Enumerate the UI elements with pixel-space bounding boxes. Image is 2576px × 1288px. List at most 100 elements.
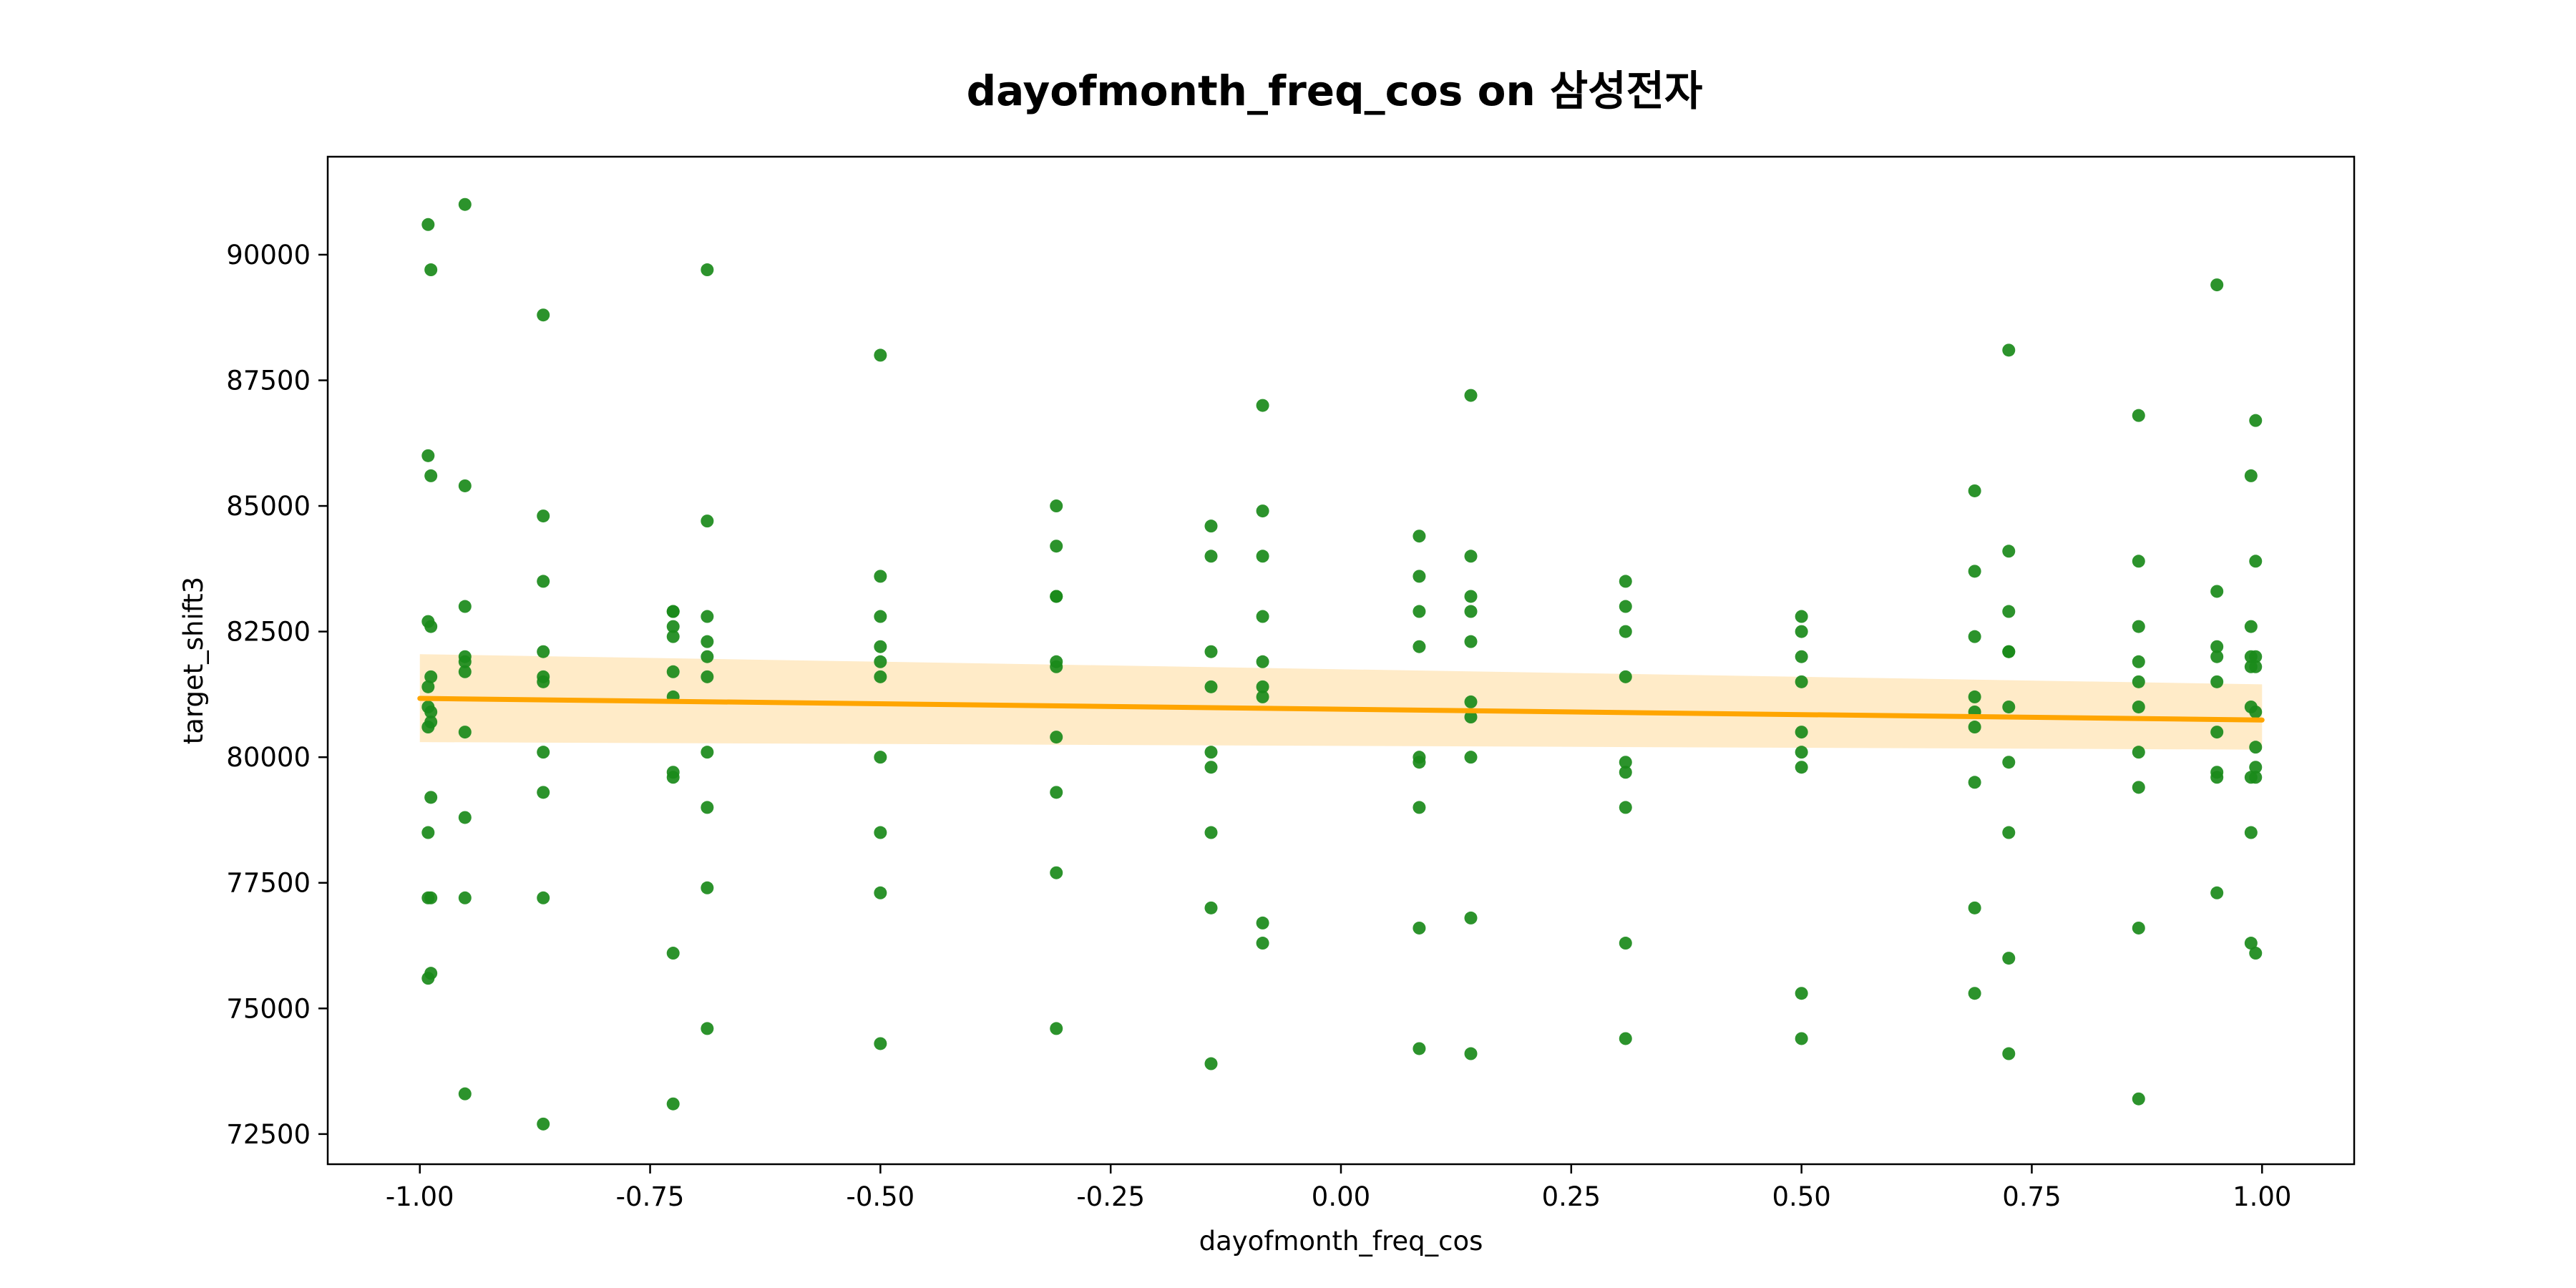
x-tick-label: 0.50 xyxy=(1772,1181,1830,1212)
x-tick-label: 0.00 xyxy=(1312,1181,1370,1212)
plot-area xyxy=(417,197,2265,1131)
data-point xyxy=(666,620,680,633)
data-point xyxy=(1619,1032,1632,1045)
data-point xyxy=(701,746,714,759)
x-axis-label: dayofmonth_freq_cos xyxy=(1199,1226,1483,1257)
data-point xyxy=(2132,620,2145,633)
data-point xyxy=(874,570,887,583)
data-point xyxy=(1968,484,1981,497)
data-point xyxy=(2244,469,2258,482)
data-point xyxy=(874,751,887,764)
data-point xyxy=(537,675,550,688)
regression-line xyxy=(417,696,2265,723)
data-point xyxy=(1619,937,1632,950)
data-point xyxy=(2249,660,2263,673)
data-point xyxy=(458,197,472,211)
x-tick-label: -0.25 xyxy=(1076,1181,1145,1212)
data-point xyxy=(1968,987,1981,1000)
data-point xyxy=(2132,655,2145,668)
data-point xyxy=(1619,575,1632,588)
data-point xyxy=(537,308,550,322)
data-point xyxy=(1050,731,1063,744)
y-axis-label: target_shift3 xyxy=(178,577,209,744)
data-point xyxy=(2210,650,2224,663)
y-tick-label: 85000 xyxy=(226,491,311,522)
data-point xyxy=(1204,901,1218,914)
data-point xyxy=(1619,625,1632,638)
x-tick-label: 0.75 xyxy=(2002,1181,2061,1212)
data-point xyxy=(458,655,472,668)
data-point xyxy=(421,826,435,839)
data-point xyxy=(1413,921,1426,935)
data-point xyxy=(2132,781,2145,794)
data-point xyxy=(2002,826,2016,839)
x-tick-label: 0.25 xyxy=(1542,1181,1601,1212)
data-point xyxy=(2132,700,2145,713)
data-point xyxy=(2132,1092,2145,1106)
data-point xyxy=(2249,761,2263,774)
chart-title: dayofmonth_freq_cos on 삼성전자 xyxy=(967,67,1703,115)
data-point xyxy=(666,630,680,643)
data-point xyxy=(1619,600,1632,613)
data-point xyxy=(2249,555,2263,568)
data-point xyxy=(1256,399,1269,412)
data-point xyxy=(1050,1022,1063,1035)
data-point xyxy=(874,640,887,653)
data-point xyxy=(537,575,550,588)
data-point xyxy=(424,891,438,904)
y-tick-label: 72500 xyxy=(226,1119,311,1150)
data-point xyxy=(1256,916,1269,930)
y-tick-label: 80000 xyxy=(226,742,311,773)
data-point xyxy=(1204,519,1218,533)
data-point xyxy=(458,726,472,739)
data-point xyxy=(1256,610,1269,623)
data-point xyxy=(424,469,438,482)
data-point xyxy=(701,670,714,683)
data-point xyxy=(2249,705,2263,718)
data-point xyxy=(701,610,714,623)
data-point xyxy=(421,218,435,231)
data-point xyxy=(1204,826,1218,839)
data-point xyxy=(701,881,714,894)
data-point xyxy=(2249,947,2263,960)
data-point xyxy=(701,263,714,277)
data-point xyxy=(2002,756,2016,769)
data-point xyxy=(1795,650,1808,663)
data-point xyxy=(458,665,472,678)
data-point xyxy=(874,670,887,683)
data-point xyxy=(666,665,680,678)
data-point xyxy=(1413,640,1426,653)
data-point xyxy=(2132,675,2145,688)
data-point xyxy=(1204,680,1218,693)
data-point xyxy=(421,449,435,462)
data-point xyxy=(1795,726,1808,739)
data-point xyxy=(1413,1042,1426,1055)
data-point xyxy=(458,600,472,613)
data-point xyxy=(458,479,472,492)
data-point xyxy=(1256,690,1269,703)
data-point xyxy=(874,826,887,839)
x-tick-label: -1.00 xyxy=(386,1181,454,1212)
data-point xyxy=(874,655,887,668)
data-point xyxy=(2210,585,2224,598)
data-point xyxy=(666,605,680,618)
data-point xyxy=(1795,1032,1808,1045)
data-point xyxy=(1413,570,1426,583)
data-point xyxy=(874,1037,887,1050)
x-tick-label: -0.50 xyxy=(846,1181,914,1212)
data-point xyxy=(2210,886,2224,899)
data-point xyxy=(1464,695,1478,708)
data-point xyxy=(666,1097,680,1111)
data-point xyxy=(1968,630,1981,643)
data-point xyxy=(537,746,550,759)
data-point xyxy=(424,716,438,729)
data-point xyxy=(1619,801,1632,814)
data-point xyxy=(2002,645,2016,658)
data-point xyxy=(424,791,438,804)
data-point xyxy=(1050,786,1063,799)
data-point xyxy=(537,786,550,799)
data-point xyxy=(1968,776,1981,789)
data-point xyxy=(2132,409,2145,422)
